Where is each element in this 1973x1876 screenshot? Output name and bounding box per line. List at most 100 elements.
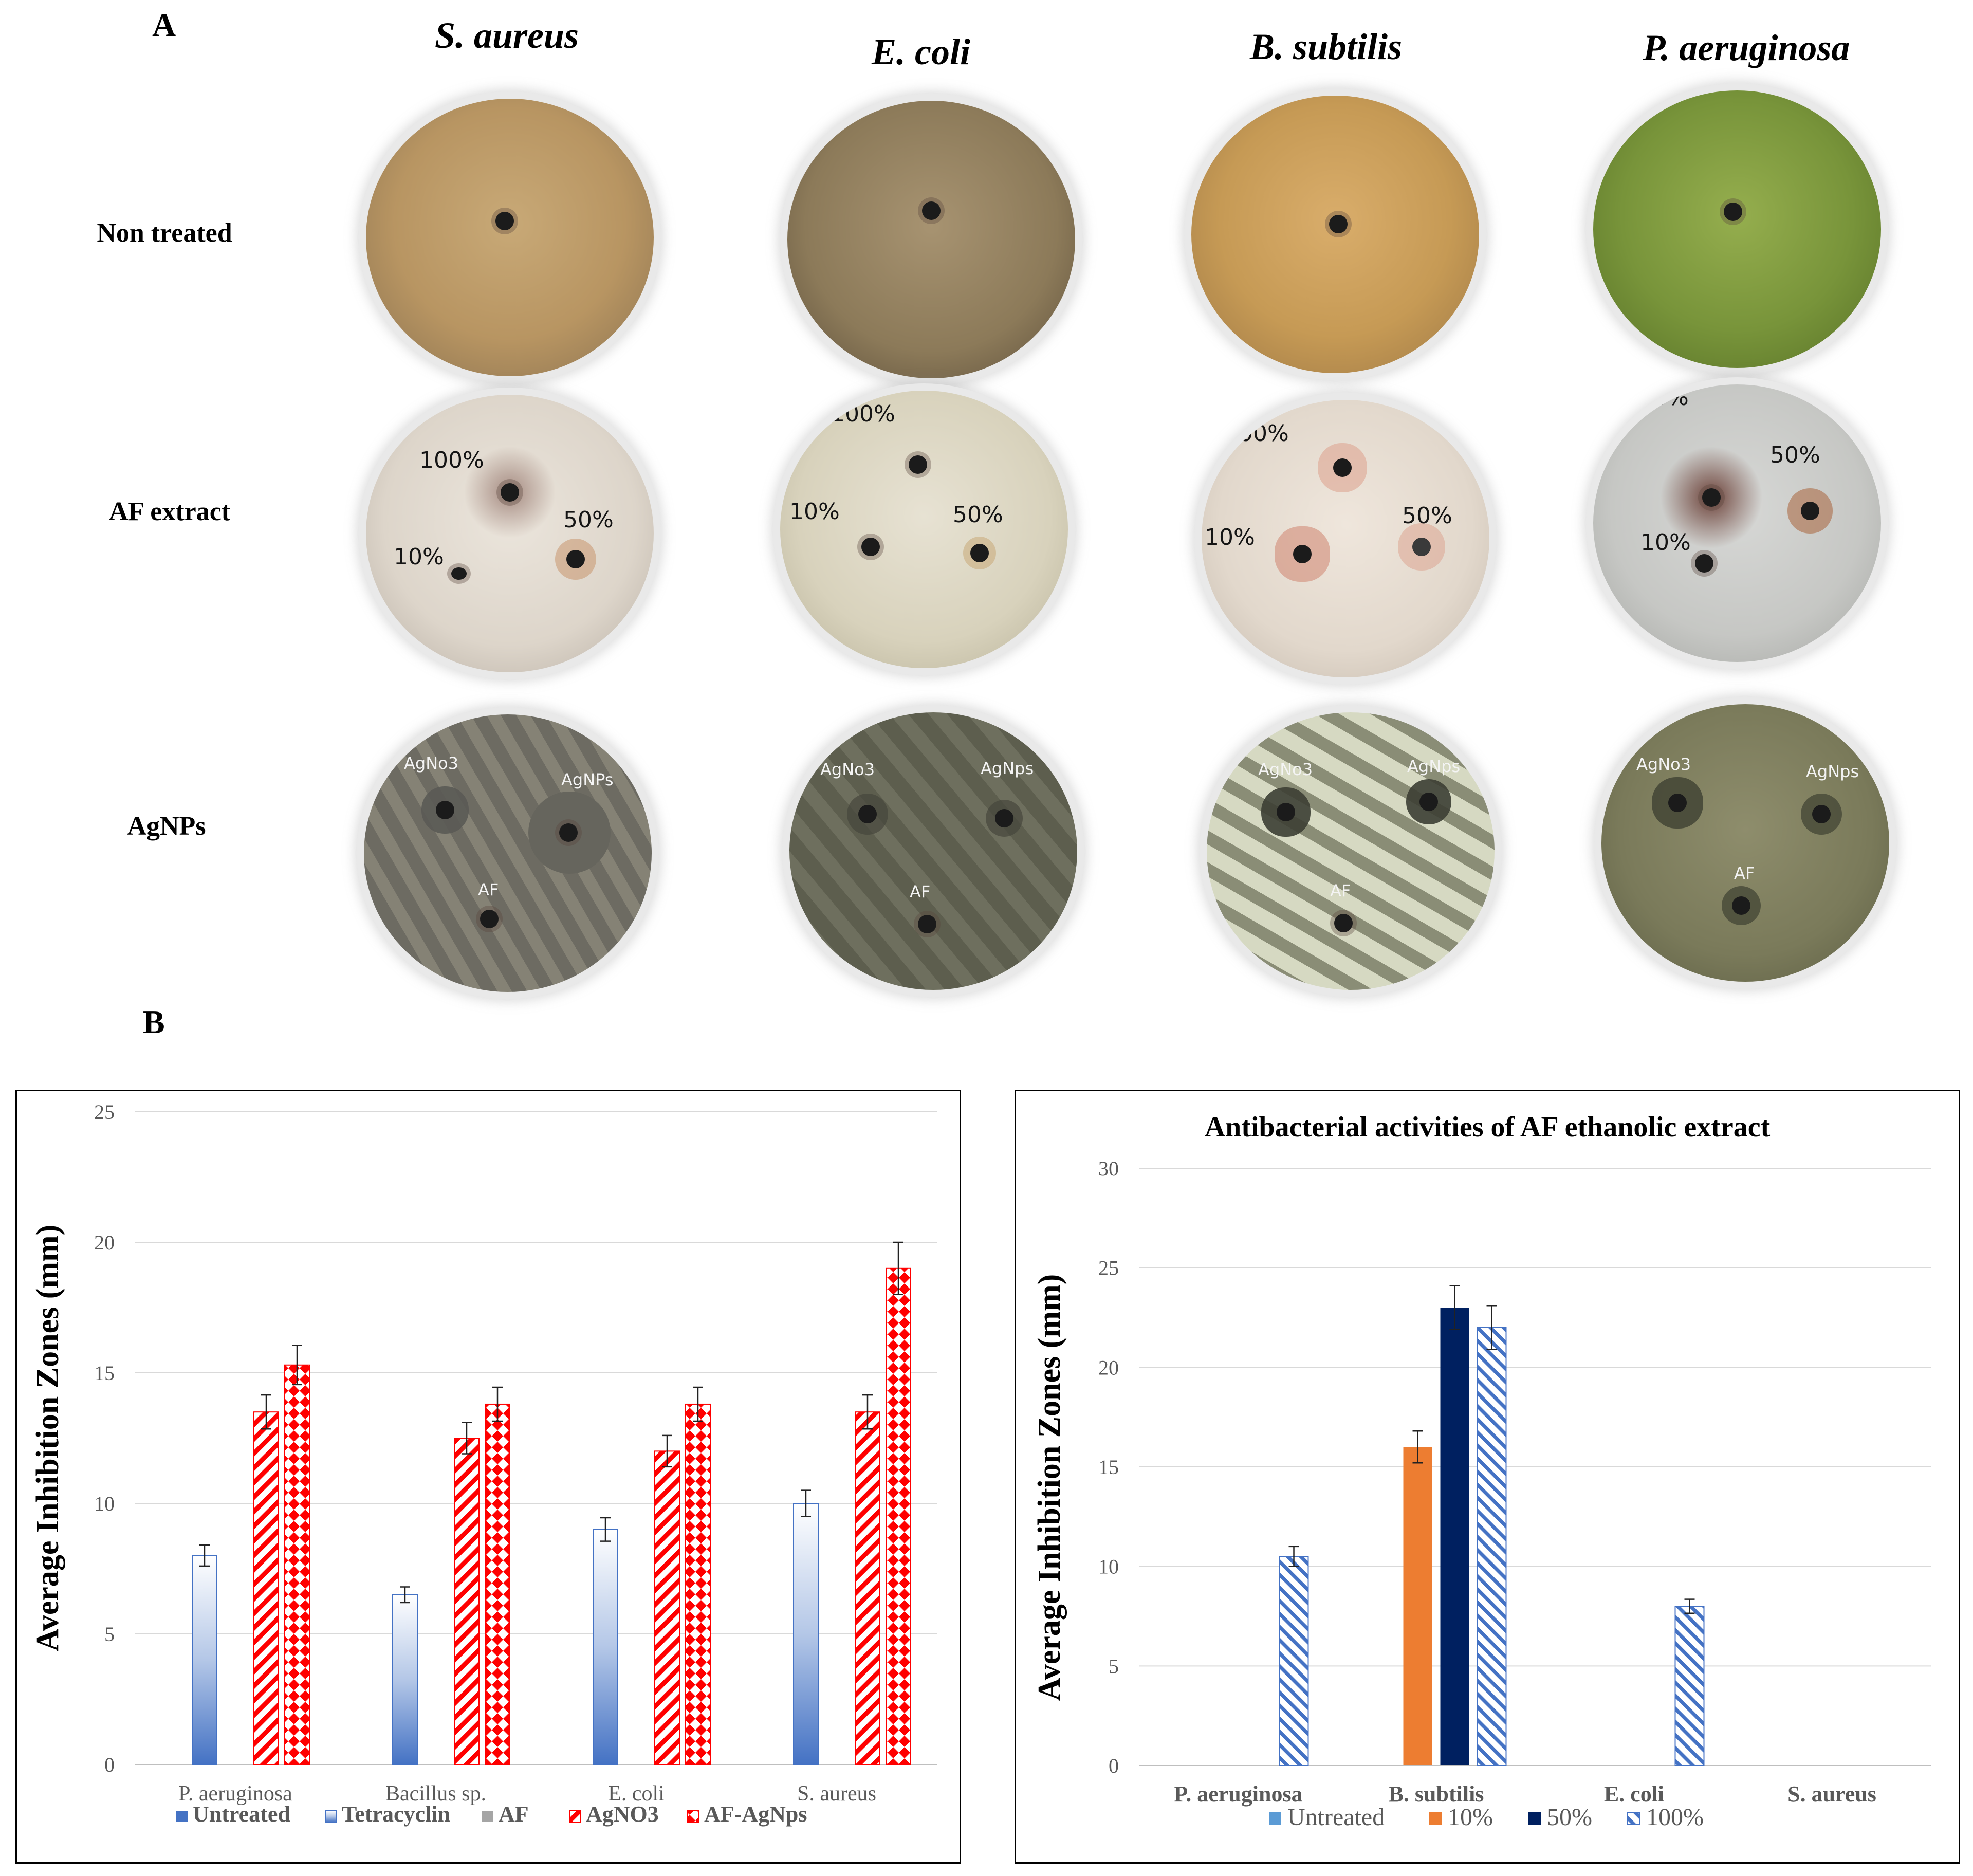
y-tick-label: 20 bbox=[94, 1231, 115, 1254]
y-tick-label: 15 bbox=[1098, 1456, 1119, 1479]
agnps-label: AgNps bbox=[1806, 762, 1859, 781]
well-10 bbox=[861, 538, 880, 556]
legend-swatch-3 bbox=[569, 1810, 581, 1823]
y-tick-label: 15 bbox=[94, 1362, 115, 1385]
concentration-label-100: 100% bbox=[831, 401, 895, 427]
y-axis-title: Average Inhibition Zones (mm) bbox=[30, 1225, 65, 1652]
bar-100% bbox=[1477, 1327, 1507, 1767]
y-tick-label: 30 bbox=[1098, 1157, 1119, 1180]
legend-label: AF-AgNps bbox=[704, 1801, 807, 1827]
well-af bbox=[918, 915, 936, 933]
agnps-label: AgNps bbox=[1407, 757, 1461, 776]
well-100 bbox=[1333, 458, 1352, 477]
y-tick-label: 10 bbox=[94, 1492, 115, 1515]
x-category-label: B. subtilis bbox=[1389, 1781, 1484, 1807]
well-50 bbox=[566, 550, 585, 568]
petri-dish-b-subtilis-non-treated bbox=[1191, 96, 1479, 373]
agnps-label: AgNPs bbox=[561, 770, 614, 789]
legend-swatch-1 bbox=[1429, 1812, 1442, 1825]
concentration-label-100: 100% bbox=[419, 447, 484, 473]
well-agno3 bbox=[436, 801, 454, 819]
bar-10% bbox=[1403, 1447, 1432, 1765]
concentration-label-50: 50% bbox=[563, 507, 614, 533]
well-af bbox=[480, 910, 499, 928]
well-100 bbox=[1702, 488, 1721, 507]
bar-100% bbox=[1674, 1606, 1705, 1767]
x-category-label: S. aureus bbox=[1787, 1781, 1876, 1807]
well bbox=[1724, 203, 1742, 221]
af-label: AF bbox=[478, 880, 499, 899]
legend-label: AgNO3 bbox=[586, 1801, 659, 1827]
y-tick-label: 10 bbox=[1098, 1555, 1119, 1578]
y-tick-label: 20 bbox=[1098, 1356, 1119, 1379]
legend-swatch-1 bbox=[325, 1810, 337, 1823]
species-header-s-aureus: S. aureus bbox=[434, 15, 579, 56]
species-header-p-aeruginosa: P. aeruginosa bbox=[1643, 27, 1850, 68]
well-af bbox=[1334, 914, 1353, 932]
chart-title: Antibacterial activities of AF ethanolic… bbox=[1205, 1111, 1771, 1143]
concentration-label-100: 100% bbox=[1224, 420, 1289, 447]
legend-swatch-4 bbox=[687, 1810, 699, 1823]
bar-af-agnps bbox=[485, 1403, 510, 1765]
legend-swatch-2 bbox=[1528, 1812, 1541, 1825]
y-tick-label: 0 bbox=[1109, 1754, 1119, 1777]
bar-tetracyclin bbox=[793, 1503, 819, 1765]
chart-2-svg: Antibacterial activities of AF ethanolic… bbox=[1032, 1111, 1931, 1831]
species-header-e-coli: E. coli bbox=[872, 31, 970, 72]
concentration-label-10: 10% bbox=[1640, 529, 1691, 556]
x-category-label: S. aureus bbox=[797, 1782, 876, 1806]
petri-dish-p-aeruginosa-af-extract: 100% 50% 10% bbox=[1593, 384, 1881, 662]
x-category-label: E. coli bbox=[608, 1782, 665, 1806]
x-category-label: P. aeruginosa bbox=[1174, 1781, 1302, 1807]
legend-label: 10% bbox=[1448, 1804, 1493, 1831]
well-agnps bbox=[995, 809, 1013, 827]
af-label: AF bbox=[1734, 863, 1755, 883]
chart-2-bars bbox=[1279, 1285, 1705, 1767]
well-50 bbox=[1412, 538, 1431, 556]
well-agnps bbox=[559, 823, 578, 842]
chart-1-svg: 0 5 10 15 20 25 Average Inhibition Zones (mm) P… bbox=[30, 1100, 937, 1827]
chart-1-legend: Untreated Tetracyclin AF AgNO3 AF-AgNps bbox=[176, 1801, 807, 1827]
y-tick-label: 5 bbox=[104, 1623, 115, 1646]
bar-agno3 bbox=[654, 1450, 680, 1765]
y-axis-title: Average Inhibition Zones (mm) bbox=[1032, 1274, 1067, 1701]
legend-label: 50% bbox=[1547, 1804, 1592, 1831]
legend-label: AF bbox=[499, 1801, 529, 1827]
well-10 bbox=[1695, 554, 1713, 573]
well-100 bbox=[501, 483, 519, 502]
petri-dish-e-coli-af-extract: 100% 50% 10% bbox=[780, 391, 1068, 668]
bar-agno3 bbox=[855, 1411, 880, 1765]
petri-dish-e-coli-non-treated bbox=[787, 101, 1075, 378]
legend-label: Untreated bbox=[1287, 1804, 1385, 1831]
concentration-label-100: 100% bbox=[1624, 384, 1689, 411]
petri-dish-b-subtilis-agnps: AgNo3 AgNps AF bbox=[1207, 712, 1495, 990]
panel-b-letter: B bbox=[143, 1004, 165, 1040]
bar-tetracyclin bbox=[392, 1594, 418, 1765]
af-label: AF bbox=[910, 882, 931, 902]
well bbox=[922, 201, 941, 220]
well-af bbox=[1732, 896, 1750, 915]
legend-label: Untreated bbox=[193, 1801, 290, 1827]
bar-af-agnps bbox=[284, 1364, 310, 1765]
agno3-label: AgNo3 bbox=[1636, 755, 1691, 774]
bar-agno3 bbox=[454, 1438, 480, 1765]
chart-1-bars bbox=[192, 1241, 911, 1765]
legend-swatch-3 bbox=[1627, 1812, 1640, 1825]
well-agno3 bbox=[1668, 794, 1687, 812]
x-category-label: P. aeruginosa bbox=[178, 1782, 292, 1806]
concentration-label-50: 50% bbox=[1770, 442, 1820, 468]
x-category-label: Bacillus sp. bbox=[385, 1782, 486, 1806]
well bbox=[495, 212, 514, 230]
bar-50% bbox=[1440, 1308, 1469, 1765]
species-header-b-subtilis: B. subtilis bbox=[1249, 26, 1403, 67]
petri-dish-s-aureus-af-extract: 100% 50% 10% bbox=[366, 395, 654, 672]
bar-af-agnps bbox=[685, 1403, 711, 1765]
y-tick-label: 25 bbox=[1098, 1257, 1119, 1280]
concentration-label-10: 10% bbox=[394, 544, 444, 570]
well-100 bbox=[909, 455, 927, 474]
well-agnps bbox=[1419, 793, 1438, 811]
petri-dish-p-aeruginosa-non-treated bbox=[1593, 90, 1881, 368]
chart-2-labels: Antibacterial activities of AF ethanolic… bbox=[1032, 1111, 1876, 1807]
bar-tetracyclin bbox=[593, 1529, 618, 1765]
well-50 bbox=[970, 544, 989, 562]
